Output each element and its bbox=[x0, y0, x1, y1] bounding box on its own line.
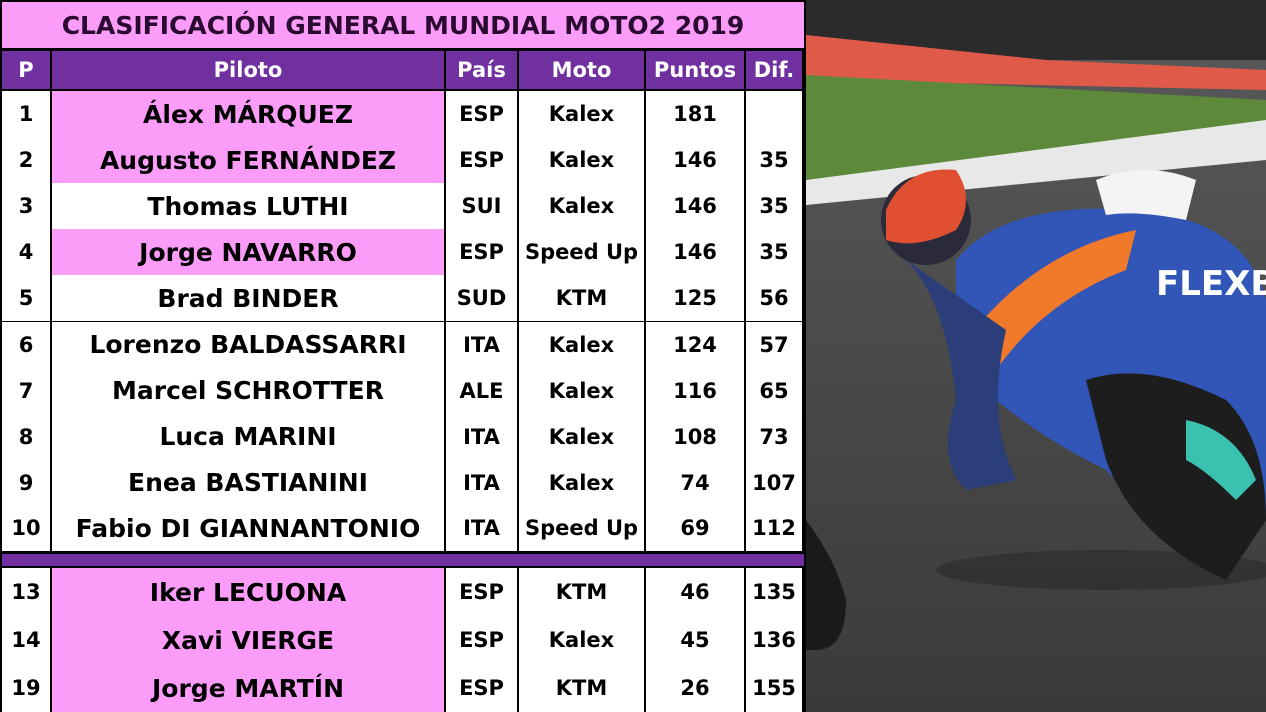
position: 9 bbox=[2, 459, 50, 506]
country: ESP bbox=[446, 137, 517, 184]
country: ITA bbox=[446, 459, 517, 506]
country: SUD bbox=[446, 275, 517, 322]
country: ITA bbox=[446, 413, 517, 460]
country: ESP bbox=[446, 91, 517, 138]
table-title: CLASIFICACIÓN GENERAL MUNDIAL MOTO2 2019 bbox=[2, 2, 804, 48]
points: 74 bbox=[646, 459, 744, 506]
position: 4 bbox=[2, 229, 50, 276]
position: 19 bbox=[2, 664, 50, 712]
pilot: Fabio DI GIANNANTONIO bbox=[52, 505, 444, 551]
points: 69 bbox=[646, 505, 744, 551]
country: ESP bbox=[446, 229, 517, 276]
bike: Kalex bbox=[519, 459, 644, 506]
gap: 107 bbox=[746, 459, 802, 506]
country: ALE bbox=[446, 367, 517, 414]
column-header: Piloto bbox=[52, 51, 444, 89]
position: 7 bbox=[2, 367, 50, 414]
gap: 35 bbox=[746, 229, 802, 276]
country: ESP bbox=[446, 568, 517, 616]
points: 108 bbox=[646, 413, 744, 460]
pilot: Thomas LUTHI bbox=[52, 183, 444, 230]
country: ITA bbox=[446, 321, 517, 368]
bike: Speed Up bbox=[519, 505, 644, 551]
country: SUI bbox=[446, 183, 517, 230]
gap: 112 bbox=[746, 505, 802, 551]
gap: 73 bbox=[746, 413, 802, 460]
pilot: Jorge NAVARRO bbox=[52, 229, 444, 276]
gap: 65 bbox=[746, 367, 802, 414]
gap: 136 bbox=[746, 616, 802, 664]
position: 10 bbox=[2, 505, 50, 551]
gap: 35 bbox=[746, 183, 802, 230]
separator bbox=[2, 554, 804, 566]
column-header: Dif. bbox=[746, 51, 802, 89]
bike: Kalex bbox=[519, 367, 644, 414]
position: 1 bbox=[2, 91, 50, 138]
pilot: Iker LECUONA bbox=[52, 568, 444, 616]
pilot: Augusto FERNÁNDEZ bbox=[52, 137, 444, 184]
gap: 56 bbox=[746, 275, 802, 322]
bike: Kalex bbox=[519, 137, 644, 184]
position: 14 bbox=[2, 616, 50, 664]
pilot: Enea BASTIANINI bbox=[52, 459, 444, 506]
bike: KTM bbox=[519, 275, 644, 322]
points: 125 bbox=[646, 275, 744, 322]
bike: KTM bbox=[519, 568, 644, 616]
country: ESP bbox=[446, 664, 517, 712]
country: ESP bbox=[446, 616, 517, 664]
column-header: Puntos bbox=[646, 51, 744, 89]
gap: 57 bbox=[746, 321, 802, 368]
column-header: Moto bbox=[519, 51, 644, 89]
position: 3 bbox=[2, 183, 50, 230]
pilot: Lorenzo BALDASSARRI bbox=[52, 321, 444, 368]
points: 146 bbox=[646, 183, 744, 230]
position: 13 bbox=[2, 568, 50, 616]
standings-table: CLASIFICACIÓN GENERAL MUNDIAL MOTO2 2019… bbox=[0, 0, 806, 712]
bike: Kalex bbox=[519, 413, 644, 460]
points: 116 bbox=[646, 367, 744, 414]
pilot: Luca MARINI bbox=[52, 413, 444, 460]
position: 8 bbox=[2, 413, 50, 460]
bike: Kalex bbox=[519, 183, 644, 230]
points: 124 bbox=[646, 321, 744, 368]
points: 45 bbox=[646, 616, 744, 664]
gap: 155 bbox=[746, 664, 802, 712]
points: 26 bbox=[646, 664, 744, 712]
pilot: Xavi VIERGE bbox=[52, 616, 444, 664]
position: 2 bbox=[2, 137, 50, 184]
position: 6 bbox=[2, 321, 50, 368]
gap: 35 bbox=[746, 137, 802, 184]
bike: Kalex bbox=[519, 321, 644, 368]
position: 5 bbox=[2, 275, 50, 322]
points: 146 bbox=[646, 137, 744, 184]
bike: Speed Up bbox=[519, 229, 644, 276]
gap: 135 bbox=[746, 568, 802, 616]
pilot: Marcel SCHROTTER bbox=[52, 367, 444, 414]
column-header: P bbox=[2, 51, 50, 89]
bike: Kalex bbox=[519, 91, 644, 138]
points: 181 bbox=[646, 91, 744, 138]
column-header: País bbox=[446, 51, 517, 89]
pilot: Jorge MARTÍN bbox=[52, 664, 444, 712]
gap bbox=[746, 91, 802, 138]
points: 146 bbox=[646, 229, 744, 276]
country: ITA bbox=[446, 505, 517, 551]
svg-text:FLEXBOX: FLEXBOX bbox=[1156, 264, 1266, 304]
points: 46 bbox=[646, 568, 744, 616]
pilot: Álex MÁRQUEZ bbox=[52, 91, 444, 138]
pilot: Brad BINDER bbox=[52, 275, 444, 322]
rider-photo: FLEXBOX bbox=[806, 0, 1266, 712]
bike: Kalex bbox=[519, 616, 644, 664]
bike: KTM bbox=[519, 664, 644, 712]
